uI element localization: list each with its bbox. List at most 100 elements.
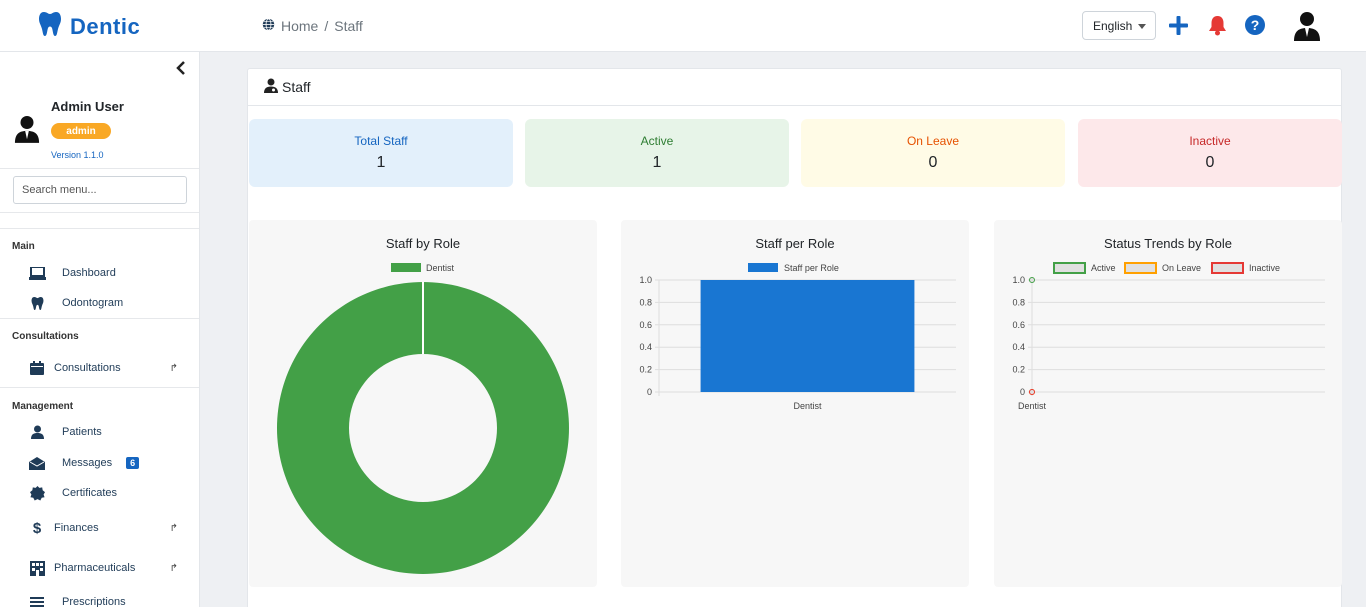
expand-arrow-icon: ↱ [169,363,178,374]
user-name: Admin User [51,99,124,114]
y-tick-label: 0.6 [1012,320,1025,330]
breadcrumb-separator: / [324,18,329,34]
y-tick-label: 0 [647,387,652,397]
tooth-icon [28,296,46,311]
legend-swatch [1124,262,1157,274]
menu-item-patients[interactable]: Patients [28,421,188,443]
stat-value: 1 [652,154,662,171]
y-tick-label: 0.4 [639,342,652,352]
x-tick-label: Dentist [1018,401,1047,411]
menu-label: Consultations [54,362,121,374]
user-avatar-icon[interactable] [1293,11,1321,46]
chart-title: Staff by Role [385,236,461,251]
bar[interactable] [700,280,915,392]
menu-label: Certificates [62,487,118,499]
section-title-management: Management [12,401,74,412]
expand-arrow-icon: ↱ [169,563,178,574]
y-tick-label: 1.0 [639,275,652,285]
language-value: English [1093,18,1133,33]
bell-icon[interactable] [1208,15,1227,41]
divider [0,387,199,388]
divider [0,212,199,213]
unread-count-badge: 6 [126,457,140,469]
donut-chart: Dentist [276,263,569,574]
user-avatar-icon [14,115,40,148]
menu-label: Finances [54,522,99,534]
language-select[interactable]: English [1082,11,1156,40]
stat-label: Inactive [1189,134,1231,148]
chart-card-status-trends: Status Trends by Role Active On Leave Inac… [994,220,1342,587]
staff-card: Staff Total Staff 1 Active 1 On Leave 0 … [247,68,1342,607]
stat-label: Active [640,134,674,148]
top-bar: Dentic Home / Staff English ? [0,0,1366,52]
x-tick-label: Dentist [793,401,822,411]
help-icon[interactable]: ? [1245,15,1265,40]
legend-label: On Leave [1162,263,1201,273]
menu-item-odontogram[interactable]: Odontogram [28,292,188,314]
list-icon [28,596,46,607]
tooth-logo-icon [38,11,62,42]
menu-label: Prescriptions [62,596,126,607]
stat-value: 1 [376,154,386,171]
app-name: Dentic [70,13,141,39]
donut-slice[interactable] [276,282,569,574]
y-tick-label: 0.2 [1012,365,1025,375]
y-tick-label: 1.0 [1012,275,1025,285]
section-title-consultations: Consultations [12,331,79,342]
stat-card-active: Active 1 [525,119,789,187]
menu-item-finances[interactable]: $ Finances ↱ [28,517,188,539]
legend-label: Staff per Role [784,263,839,273]
stat-label: On Leave [906,134,960,148]
breadcrumb: Home / Staff [262,18,363,34]
legend-swatch [1053,262,1086,274]
menu-item-dashboard[interactable]: Dashboard [28,262,188,284]
dollar-icon: $ [32,519,42,537]
chart-card-staff-by-role: Staff by Role Dentist [249,220,597,587]
stat-label: Total Staff [354,134,408,148]
card-header: Staff [248,69,1341,106]
line-point[interactable] [1029,389,1035,395]
sidebar: Admin User admin Version 1.1.0 Main Dash… [0,52,200,607]
plus-icon[interactable] [1169,16,1188,40]
chart-title: Status Trends by Role [1104,236,1232,251]
collapse-sidebar-icon[interactable] [174,60,188,81]
menu-item-pharmaceuticals[interactable]: Pharmaceuticals ↱ [28,557,188,579]
search-menu-input[interactable] [13,176,187,204]
line-point[interactable] [1029,277,1035,283]
chevron-down-icon [1138,24,1146,29]
menu-item-messages[interactable]: Messages 6 [28,452,188,474]
stat-value: 0 [1205,154,1215,171]
page-title: Staff [282,79,311,95]
divider [0,318,199,319]
y-tick-label: 0.6 [639,320,652,330]
legend-swatch [391,263,421,272]
laptop-icon [28,266,46,280]
menu-label: Messages [62,457,113,469]
legend-label: Active [1091,263,1116,273]
brand[interactable]: Dentic [38,11,140,42]
section-title-main: Main [12,241,35,252]
calendar-icon [28,361,46,375]
app-version: Version 1.1.0 [51,150,104,160]
legend-label: Inactive [1249,263,1280,273]
stat-card-on-leave: On Leave 0 [801,119,1065,187]
breadcrumb-home[interactable]: Home [281,18,319,34]
legend-label: Dentist [426,263,455,273]
stat-card-total-staff: Total Staff 1 [249,119,513,187]
globe-icon [262,18,275,34]
menu-label: Odontogram [62,297,124,309]
menu-item-certificates[interactable]: Certificates [28,482,188,504]
bar-chart: Staff per Role 1.0 0.8 0.6 0.4 0.2 0 Dentist [639,263,956,411]
menu-item-prescriptions[interactable]: Prescriptions [28,591,188,607]
stat-value: 0 [928,154,938,171]
menu-label: Pharmaceuticals [54,562,136,574]
menu-label: Dashboard [62,267,116,279]
divider [0,228,199,229]
legend-swatch [1211,262,1244,274]
user-icon [28,425,46,439]
breadcrumb-current: Staff [334,18,363,34]
menu-item-consultations[interactable]: Consultations ↱ [28,357,188,379]
user-doctor-icon [264,78,278,96]
certificate-icon [28,485,46,501]
y-tick-label: 0 [1020,387,1025,397]
